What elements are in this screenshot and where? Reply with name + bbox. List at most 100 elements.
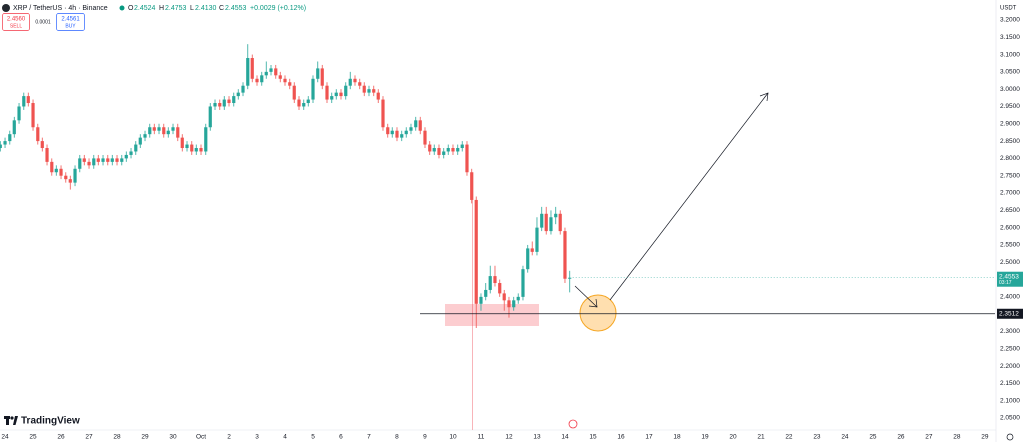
x-tick-label: 9 bbox=[423, 434, 427, 441]
y-tick-label: 3.1000 bbox=[1000, 51, 1020, 58]
sell-price[interactable]: 2.4560 bbox=[7, 17, 26, 23]
candle-body bbox=[278, 75, 282, 79]
candle-body bbox=[549, 217, 553, 232]
candle-body bbox=[442, 151, 446, 155]
candle-body bbox=[451, 148, 455, 152]
currency[interactable]: USDT bbox=[1000, 6, 1017, 12]
x-tick-label: 3 bbox=[255, 434, 259, 441]
candle-body bbox=[381, 99, 385, 128]
candle-body bbox=[218, 103, 222, 107]
candle-body bbox=[521, 269, 525, 297]
candle-body bbox=[353, 78, 357, 83]
candle-body bbox=[190, 144, 194, 152]
candle-body bbox=[465, 144, 469, 173]
candle-body bbox=[288, 82, 292, 86]
buy-box[interactable] bbox=[56, 13, 85, 31]
candle-body bbox=[526, 248, 530, 270]
candle-body bbox=[129, 151, 133, 155]
buy-button[interactable]: 2.4561 BUY bbox=[56, 13, 85, 31]
candle-body bbox=[563, 231, 567, 279]
arrow-down bbox=[574, 285, 598, 308]
candle-body bbox=[143, 134, 147, 138]
candle-body bbox=[386, 127, 390, 135]
x-tick-label: 29 bbox=[141, 434, 149, 441]
sell-box[interactable] bbox=[2, 13, 30, 31]
candle-body bbox=[176, 127, 180, 138]
candle-body bbox=[540, 213, 544, 228]
candle-body bbox=[54, 168, 58, 173]
candle-body bbox=[260, 75, 264, 83]
candle-body bbox=[236, 92, 240, 97]
candle-body bbox=[432, 148, 436, 152]
x-tick-label: 10 bbox=[449, 434, 457, 441]
candle-body bbox=[367, 89, 371, 93]
candle-body bbox=[204, 127, 208, 152]
sell-label[interactable]: SELL bbox=[10, 23, 22, 29]
x-tick-label: 21 bbox=[757, 434, 765, 441]
candle-body bbox=[320, 68, 324, 86]
candle-body bbox=[316, 68, 320, 79]
candle-body bbox=[73, 168, 77, 183]
candle-body bbox=[507, 300, 511, 308]
ohlc-value: 2.4524 bbox=[134, 5, 156, 12]
candle-body bbox=[484, 289, 488, 297]
event-marker[interactable] bbox=[568, 419, 578, 429]
y-tick-label: 2.6000 bbox=[1000, 224, 1020, 231]
market-status bbox=[119, 5, 125, 11]
x-tick-label: 29 bbox=[981, 434, 989, 441]
candle-body bbox=[274, 68, 278, 76]
x-tick-label: 30 bbox=[169, 434, 177, 441]
candle-body bbox=[269, 68, 273, 72]
candle-body bbox=[339, 92, 343, 97]
countdown: 03:17 bbox=[999, 280, 1012, 286]
buy-price[interactable]: 2.4561 bbox=[61, 17, 80, 23]
target-circle bbox=[579, 294, 617, 332]
candle-body bbox=[250, 58, 254, 79]
candle-body bbox=[50, 161, 54, 173]
candle-body bbox=[302, 103, 306, 107]
candle-body bbox=[488, 276, 492, 290]
candle-body bbox=[418, 120, 422, 131]
x-tick-label: 16 bbox=[617, 434, 625, 441]
y-tick-label: 3.2000 bbox=[1000, 17, 1020, 24]
brand-name: TradingView bbox=[21, 416, 80, 427]
candle-body bbox=[148, 127, 152, 135]
x-tick-label: 25 bbox=[29, 434, 37, 441]
sell-button[interactable]: 2.4560 SELL bbox=[2, 13, 30, 31]
y-tick-label: 2.4000 bbox=[1000, 294, 1020, 301]
candle-body bbox=[330, 96, 334, 100]
candle-body bbox=[474, 199, 478, 304]
candle-body bbox=[101, 158, 105, 162]
arrow-head bbox=[588, 298, 598, 308]
x-tick-label: 24 bbox=[841, 434, 849, 441]
support-label-box bbox=[997, 308, 1023, 319]
candle-body bbox=[414, 120, 418, 128]
candle-body bbox=[311, 78, 315, 100]
candle-body bbox=[437, 148, 441, 155]
ohlc-label: H bbox=[159, 5, 164, 12]
candle-body bbox=[82, 158, 86, 162]
arrow-head bbox=[759, 92, 769, 102]
y-tick-label: 3.1500 bbox=[1000, 34, 1020, 41]
x-tick-label: 27 bbox=[925, 434, 933, 441]
x-tick-label: 22 bbox=[785, 434, 793, 441]
last-price-label: 2.4553 bbox=[999, 273, 1019, 280]
settings-icon[interactable] bbox=[1006, 433, 1014, 441]
candle-body bbox=[493, 276, 497, 284]
candle-body bbox=[157, 127, 161, 131]
arrow-up bbox=[609, 92, 769, 301]
candle-body bbox=[208, 106, 212, 128]
candle-body bbox=[194, 148, 198, 152]
x-tick-label: 18 bbox=[673, 434, 681, 441]
candle-body bbox=[530, 248, 534, 252]
candle-body bbox=[568, 277, 572, 279]
candle-body bbox=[115, 158, 119, 162]
buy-label[interactable]: BUY bbox=[65, 23, 76, 29]
y-tick-label: 2.1000 bbox=[1000, 397, 1020, 404]
candle-body bbox=[40, 141, 44, 149]
candle-body bbox=[96, 158, 100, 162]
candle-body bbox=[428, 144, 432, 152]
candle-body bbox=[334, 92, 338, 97]
